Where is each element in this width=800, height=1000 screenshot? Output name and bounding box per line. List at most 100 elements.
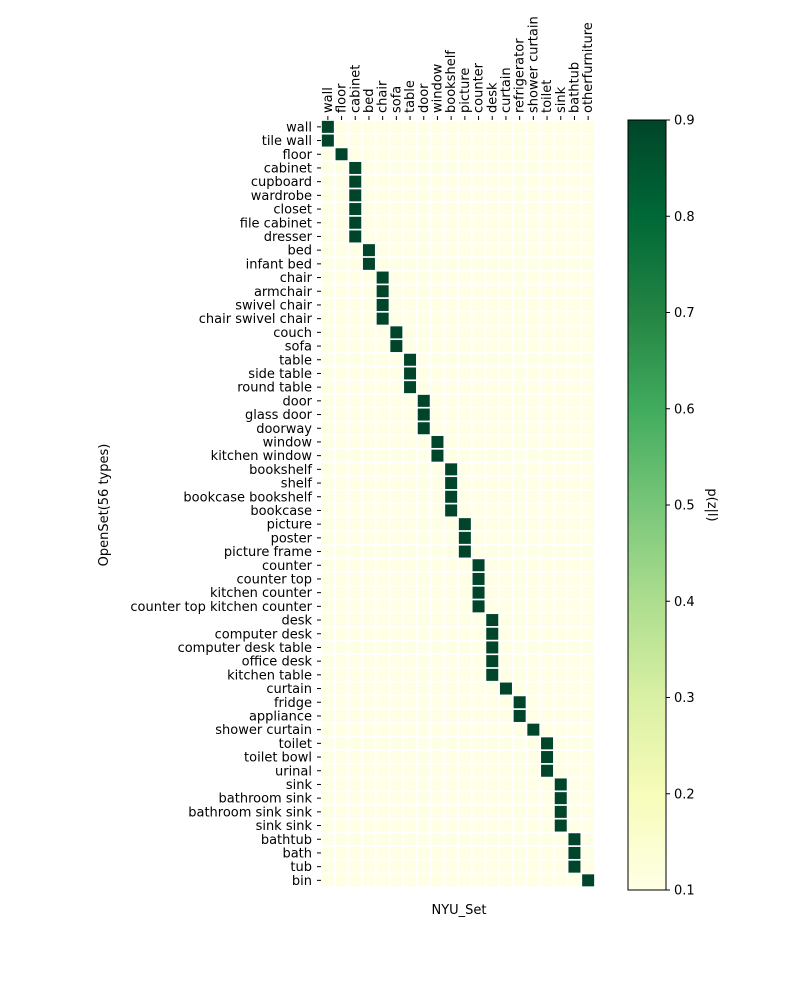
heatmap-cell [335, 614, 348, 627]
heatmap-cell [582, 148, 595, 161]
heatmap-cell [458, 805, 471, 818]
heatmap-cell [390, 394, 403, 407]
heatmap-cell [568, 696, 581, 709]
heatmap-cell [541, 353, 554, 366]
heatmap-cell [349, 120, 362, 133]
heatmap-cell [527, 778, 540, 791]
y-tick-label: tub [290, 860, 312, 875]
heatmap-cell [445, 614, 458, 627]
heatmap-cell [472, 696, 485, 709]
heatmap-cell [349, 203, 362, 216]
heatmap-cell [513, 559, 526, 572]
heatmap-cell [582, 723, 595, 736]
heatmap-cell [417, 477, 430, 490]
heatmap-cell [362, 531, 375, 544]
heatmap-cell [321, 504, 334, 517]
heatmap-cell [582, 312, 595, 325]
heatmap-cell [321, 394, 334, 407]
heatmap-cell [472, 463, 485, 476]
heatmap-cell [362, 833, 375, 846]
heatmap-cell [472, 709, 485, 722]
heatmap-cell [527, 449, 540, 462]
colorbar-tick-label: 0.7 [674, 306, 695, 321]
heatmap-cell [458, 449, 471, 462]
heatmap-cell [458, 435, 471, 448]
heatmap-cell [390, 161, 403, 174]
heatmap-cell [431, 572, 444, 585]
heatmap-cell [486, 696, 499, 709]
heatmap-cell [390, 737, 403, 750]
heatmap-cell [472, 655, 485, 668]
heatmap-cell [513, 394, 526, 407]
heatmap-cell [362, 216, 375, 229]
heatmap-cell [404, 435, 417, 448]
heatmap-cell [431, 490, 444, 503]
heatmap-cell [417, 422, 430, 435]
heatmap-cell [445, 723, 458, 736]
heatmap-cell [486, 805, 499, 818]
heatmap-cell [486, 298, 499, 311]
heatmap-cell [362, 737, 375, 750]
heatmap-cell [527, 394, 540, 407]
heatmap-cell [513, 148, 526, 161]
colorbar-tick-label: 0.8 [674, 210, 695, 225]
heatmap-cell [582, 463, 595, 476]
heatmap-cell [335, 175, 348, 188]
heatmap-cell [486, 120, 499, 133]
heatmap-cell [417, 655, 430, 668]
heatmap-cell [362, 600, 375, 613]
heatmap-cell [431, 682, 444, 695]
heatmap-cell [541, 737, 554, 750]
heatmap-cell [404, 394, 417, 407]
heatmap-cell [445, 422, 458, 435]
heatmap-cell [417, 682, 430, 695]
heatmap-cell [486, 668, 499, 681]
heatmap-cell [321, 655, 334, 668]
heatmap-cell [568, 531, 581, 544]
heatmap-cell [431, 627, 444, 640]
heatmap-cell [376, 518, 389, 531]
y-tick-label: kitchen table [227, 668, 312, 683]
heatmap-cell [513, 751, 526, 764]
heatmap-cell [554, 792, 567, 805]
y-tick-label: sofa [285, 340, 312, 355]
heatmap-cell [568, 134, 581, 147]
heatmap-cell [349, 271, 362, 284]
heatmap-cell [568, 682, 581, 695]
heatmap-cell [445, 846, 458, 859]
heatmap-cell [582, 285, 595, 298]
heatmap-cell [390, 641, 403, 654]
heatmap-cell [390, 682, 403, 695]
heatmap-cell [445, 874, 458, 887]
y-tick-label: doorway [256, 422, 312, 437]
heatmap-cell [513, 531, 526, 544]
heatmap-cell [568, 148, 581, 161]
x-tick-label: floor [335, 83, 350, 113]
heatmap-cell [417, 244, 430, 257]
heatmap-cell [349, 134, 362, 147]
heatmap-cell [417, 367, 430, 380]
heatmap-cell [513, 298, 526, 311]
heatmap-cell [404, 792, 417, 805]
heatmap-cell [431, 504, 444, 517]
x-tick-label: wall [321, 87, 336, 113]
heatmap-cell [458, 189, 471, 202]
heatmap-cell [404, 381, 417, 394]
heatmap-cell [541, 435, 554, 448]
heatmap-cell [458, 394, 471, 407]
heatmap-cell [362, 271, 375, 284]
heatmap-cell [335, 298, 348, 311]
heatmap-cell [458, 477, 471, 490]
heatmap-cell [458, 696, 471, 709]
heatmap-cell [472, 490, 485, 503]
heatmap-cell [431, 668, 444, 681]
heatmap-cell [362, 189, 375, 202]
heatmap-cell [445, 353, 458, 366]
heatmap-cell [554, 449, 567, 462]
heatmap-cell [513, 764, 526, 777]
heatmap-cell [335, 435, 348, 448]
heatmap-cell [568, 257, 581, 270]
heatmap-cell [417, 394, 430, 407]
heatmap-cell [568, 518, 581, 531]
heatmap-cell [541, 572, 554, 585]
